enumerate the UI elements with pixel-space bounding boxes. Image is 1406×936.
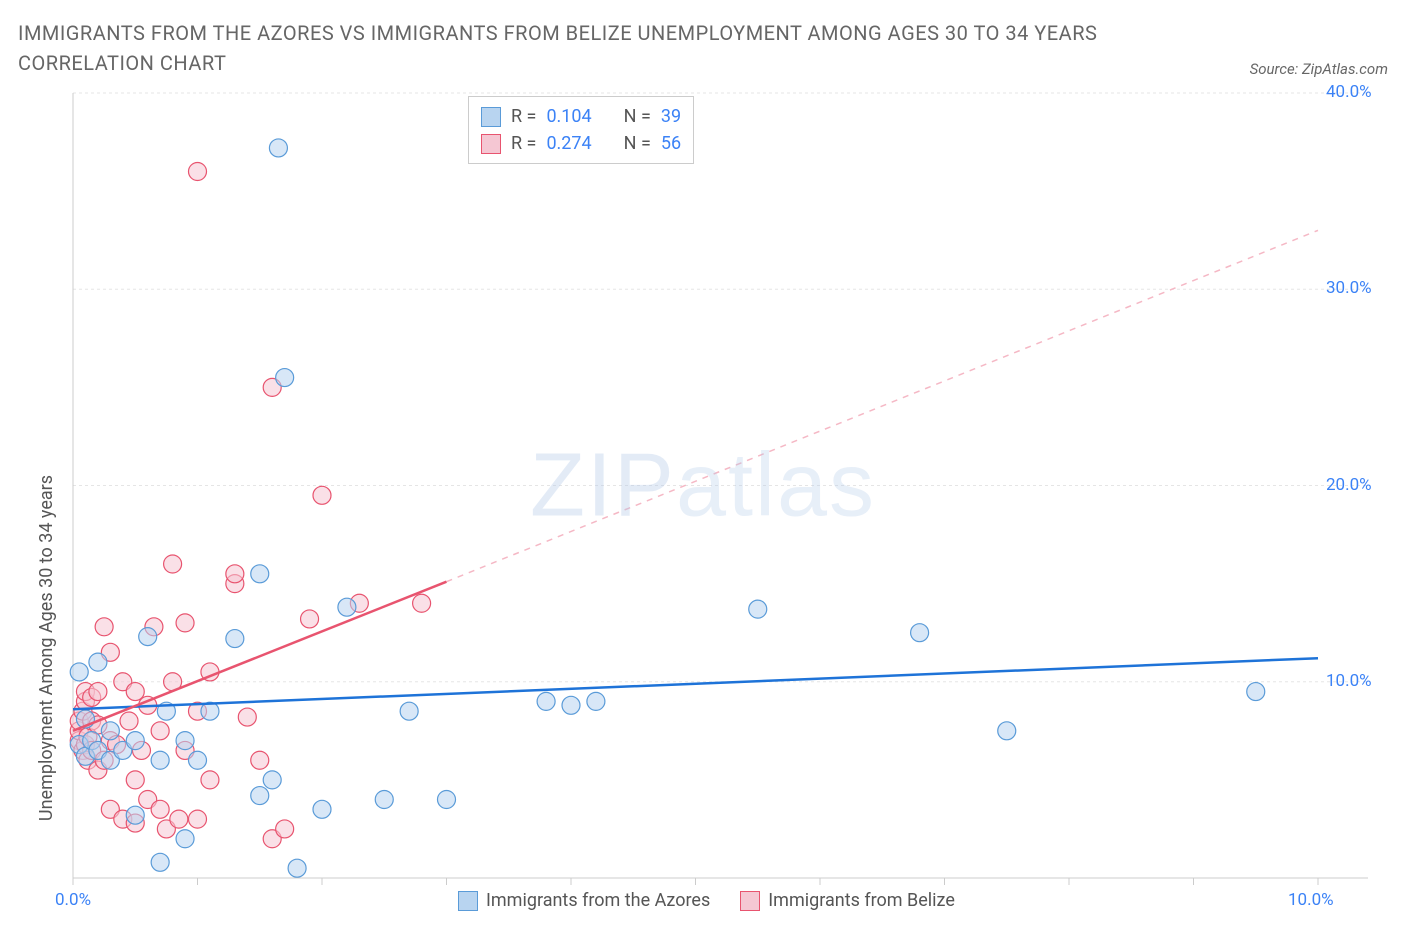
- n-value-belize: 56: [661, 130, 681, 157]
- axis-tick-label: 0.0%: [55, 890, 91, 910]
- y-axis-label: Unemployment Among Ages 30 to 34 years: [36, 475, 57, 821]
- swatch-belize: [481, 134, 501, 154]
- r-value-belize: 0.274: [546, 130, 591, 157]
- axis-tick-label: 10.0%: [1326, 671, 1372, 691]
- legend-item-belize: Immigrants from Belize: [740, 890, 955, 911]
- stats-row-belize: R = 0.274 N = 56: [481, 130, 681, 157]
- axis-tick-label: 10.0%: [1288, 890, 1334, 910]
- axis-tick-label: 30.0%: [1326, 278, 1372, 298]
- r-value-azores: 0.104: [546, 103, 591, 130]
- legend-swatch-azores: [458, 891, 478, 911]
- stats-legend-box: R = 0.104 N = 39 R = 0.274 N = 56: [468, 96, 694, 164]
- bottom-legend: Immigrants from the Azores Immigrants fr…: [458, 890, 955, 911]
- source-attribution: Source: ZipAtlas.com: [1250, 60, 1388, 78]
- legend-item-azores: Immigrants from the Azores: [458, 890, 710, 911]
- axis-tick-label: 40.0%: [1326, 82, 1372, 102]
- chart-container: Unemployment Among Ages 30 to 34 years Z…: [18, 88, 1388, 918]
- stats-row-azores: R = 0.104 N = 39: [481, 103, 681, 130]
- chart-title: IMMIGRANTS FROM THE AZORES VS IMMIGRANTS…: [18, 18, 1118, 78]
- header: IMMIGRANTS FROM THE AZORES VS IMMIGRANTS…: [18, 18, 1388, 78]
- axis-tick-label: 20.0%: [1326, 475, 1372, 495]
- legend-swatch-belize: [740, 891, 760, 911]
- legend-label-belize: Immigrants from Belize: [768, 890, 955, 911]
- legend-label-azores: Immigrants from the Azores: [486, 890, 710, 911]
- scatter-plot: [18, 88, 1388, 918]
- n-value-azores: 39: [661, 103, 681, 130]
- swatch-azores: [481, 107, 501, 127]
